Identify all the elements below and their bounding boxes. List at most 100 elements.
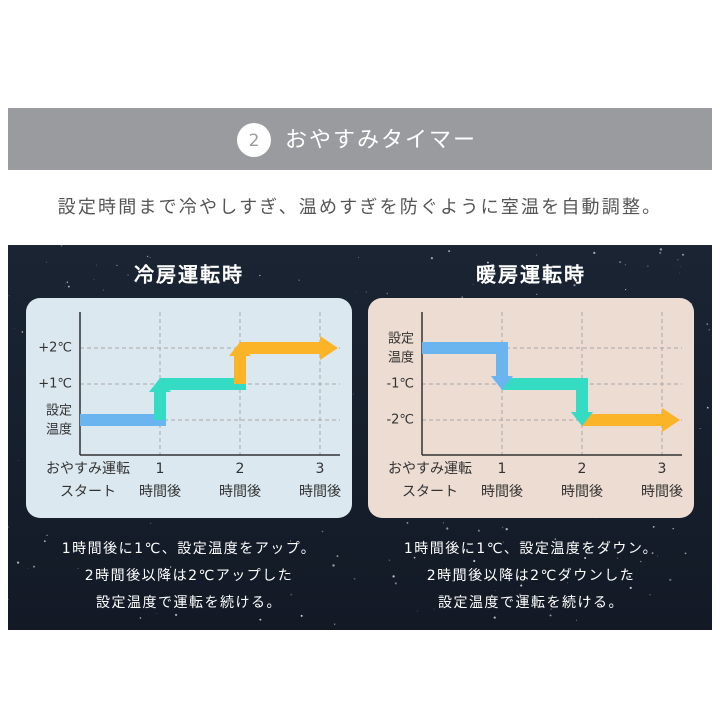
star [77,567,79,570]
caption: 2時間後以降は2℃ダウンした [427,568,636,584]
star [684,552,687,555]
arrow-shaft [496,348,508,376]
star [7,598,9,601]
star [486,576,488,578]
star [501,526,504,529]
x-label: 2 [578,461,587,477]
star [706,406,709,409]
arrow-shaft [80,414,166,426]
star [446,527,449,530]
star [289,540,292,542]
star [640,560,642,563]
star [472,283,474,285]
star [652,525,655,528]
star [13,327,15,329]
star [139,617,142,619]
star [169,566,172,568]
star [473,559,476,563]
star [573,284,576,287]
arrow-shaft [576,384,588,412]
star [150,522,152,524]
star [699,427,701,430]
star [550,608,552,610]
star [46,534,48,536]
star [353,577,356,580]
star [554,538,557,540]
star [332,564,335,567]
star [518,593,521,596]
star [156,612,158,614]
star [593,251,596,255]
star [355,291,357,293]
y-label: +2℃ [38,341,72,356]
star [584,557,587,560]
y-label: 設定 [388,332,414,347]
star [677,259,679,261]
star [21,331,24,333]
star [259,618,262,621]
star [64,286,65,288]
caption: 設定温度で運転を続ける。 [438,594,624,611]
star [649,594,651,596]
star [298,279,300,281]
star [394,582,397,585]
panel-title: 冷房運転時 [134,263,244,287]
star [624,264,626,266]
star [528,282,531,285]
header-title: おやすみタイマー [285,128,477,153]
star [7,526,9,528]
star [531,605,533,608]
star [388,559,391,561]
arrow-head [491,376,513,390]
x-label: おやすみ運転 [46,461,130,477]
arrow-shaft [240,342,320,354]
arrow-shaft [160,378,246,390]
star [536,254,538,256]
arrow-head [320,336,338,360]
y-label: -2℃ [386,413,414,428]
star [146,255,149,258]
star [651,552,654,554]
subtitle: 設定時間まで冷やしすぎ、温めすぎを防ぐように室温を自動調整。 [58,197,663,218]
star [549,614,552,617]
x-label: 1 [498,461,507,477]
arrow-head [571,412,593,426]
x-label: おやすみ運転 [388,461,472,477]
arrow-shaft [154,392,166,420]
caption: 2時間後以降は2℃アップした [85,568,294,584]
star [386,292,389,295]
x-label: 時間後 [219,484,261,500]
star [659,251,662,255]
star [456,599,457,601]
arrow-shaft [234,356,246,384]
star [413,556,416,559]
star [300,614,303,617]
star [576,619,578,621]
star [174,613,178,617]
x-label: 時間後 [481,484,523,500]
star [365,291,367,293]
star [352,393,354,395]
star [43,540,46,543]
star [502,541,504,543]
caption: 設定温度で運転を続ける。 [96,594,282,611]
star [358,257,360,259]
star [521,582,522,584]
star [629,586,632,589]
star [708,328,711,331]
star [679,266,681,268]
star [493,616,496,619]
y-label: 温度 [388,350,414,366]
star [647,265,649,267]
star [672,527,675,530]
star [452,579,455,582]
x-label: 時間後 [561,484,603,500]
x-label: スタート [60,484,116,500]
star [60,244,63,247]
x-label: 3 [658,461,667,477]
star [259,274,261,277]
star [442,522,444,524]
star [416,610,419,612]
x-label: 時間後 [299,484,341,500]
